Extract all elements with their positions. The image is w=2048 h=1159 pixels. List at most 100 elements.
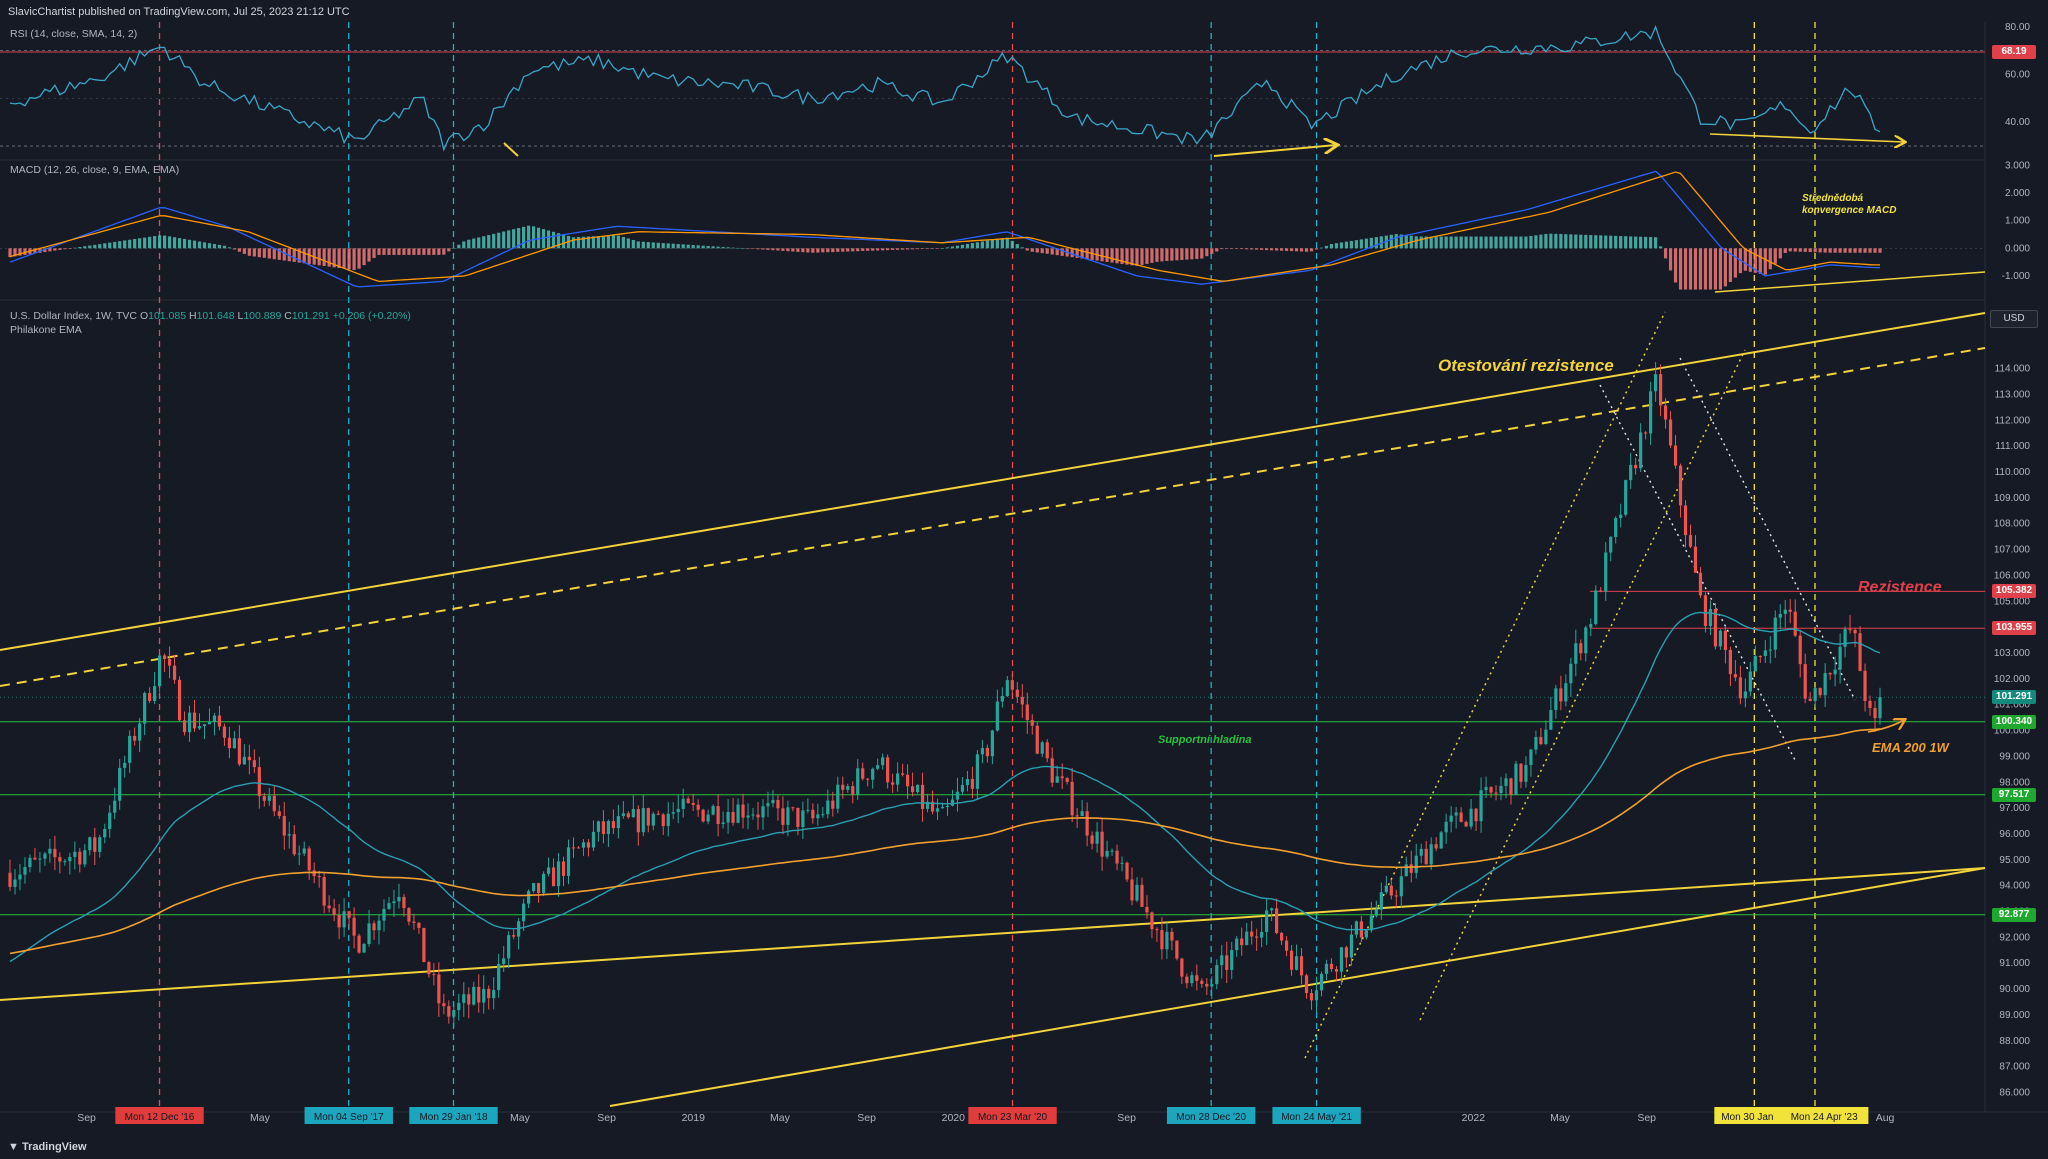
candle-body — [541, 873, 546, 894]
candle-body — [1763, 650, 1767, 657]
macd-histogram-bar — [1444, 236, 1448, 249]
candle — [1733, 660, 1737, 682]
macd-histogram-bar — [1125, 248, 1129, 265]
macd-histogram-bar — [1594, 235, 1598, 249]
macd-histogram-bar — [1509, 236, 1513, 249]
annotation-resistance-test: Otestování rezistence — [1438, 356, 1614, 375]
macd-histogram-bar — [267, 248, 271, 259]
macd-histogram-bar — [1155, 248, 1159, 262]
candle — [1634, 457, 1638, 475]
candle — [1668, 411, 1673, 448]
candle — [1439, 830, 1443, 849]
candle — [38, 851, 42, 873]
macd-histogram-bar — [1713, 248, 1718, 290]
macd-histogram-bar — [950, 246, 955, 249]
candle — [347, 910, 351, 929]
macd-histogram-bar — [437, 248, 441, 255]
candle-body — [901, 773, 905, 775]
macd-histogram-bar — [681, 244, 685, 249]
x-tick-label: Aug — [1876, 1112, 1895, 1124]
candle — [576, 846, 581, 849]
candle-body — [1489, 787, 1493, 793]
macd-histogram-bar — [53, 248, 57, 251]
candle — [143, 691, 147, 736]
candle — [507, 931, 511, 969]
macd-histogram-bar — [736, 247, 740, 249]
macd-histogram-bar — [1289, 248, 1294, 252]
candle — [477, 974, 481, 1013]
candle — [736, 798, 740, 824]
candle-body — [103, 828, 107, 838]
ema-50-line — [9, 611, 1881, 963]
candle — [197, 713, 202, 731]
candle — [1434, 837, 1438, 852]
candle-body — [960, 785, 965, 792]
candle — [1080, 799, 1084, 817]
macd-histogram-bar — [1589, 235, 1593, 249]
macd-histogram-bar — [1619, 236, 1623, 249]
macd-histogram-bar — [317, 248, 321, 266]
macd-histogram-bar — [1564, 234, 1568, 249]
candle — [1584, 625, 1588, 662]
candle — [611, 809, 615, 835]
candle — [417, 921, 421, 934]
price-tag: 101.291 — [1992, 690, 2036, 705]
candle — [1629, 452, 1633, 489]
date-tag-bg — [968, 1107, 1057, 1124]
candle-body — [13, 879, 17, 887]
candle-body — [1713, 608, 1718, 647]
candle-body — [925, 801, 930, 809]
macd-histogram-bar — [432, 248, 436, 255]
macd-histogram-bar — [1379, 236, 1383, 249]
candle — [1678, 463, 1683, 518]
macd-histogram-bar — [422, 248, 426, 255]
macd-histogram-bar — [1035, 248, 1039, 253]
candle-body — [616, 816, 620, 829]
candle-body — [372, 923, 376, 931]
macd-histogram-bar — [1599, 235, 1603, 249]
candle — [1245, 922, 1249, 946]
candle-body — [1045, 742, 1049, 759]
candle — [1504, 773, 1508, 799]
macd-histogram-bar — [1873, 248, 1877, 253]
candle — [1708, 600, 1713, 635]
candle — [1020, 684, 1024, 718]
candle-body — [1828, 673, 1832, 675]
macd-histogram-bar — [1858, 248, 1862, 253]
macd-histogram-bar — [831, 248, 835, 253]
macd-histogram-bar — [1085, 248, 1089, 260]
macd-histogram-bar — [1160, 248, 1164, 262]
macd-histogram-bar — [1170, 248, 1174, 261]
candle — [407, 906, 411, 926]
macd-histogram-bar — [851, 248, 855, 252]
candle — [1768, 635, 1772, 664]
currency-button[interactable]: USD — [1990, 310, 2038, 328]
date-tag-bg — [1166, 1107, 1256, 1124]
macd-histogram-bar — [761, 248, 765, 250]
uptrend-dotted-line-2 — [1419, 349, 1746, 1021]
candle — [1339, 946, 1344, 986]
candle-body — [1474, 808, 1478, 822]
macd-histogram-bar — [1255, 248, 1259, 250]
candle — [402, 893, 406, 917]
macd-histogram-bar — [1584, 234, 1588, 249]
candle-body — [1838, 646, 1842, 670]
macd-histogram-bar — [98, 244, 102, 249]
macd-histogram-bar — [1768, 248, 1772, 270]
candle-body — [1000, 696, 1004, 702]
macd-histogram-bar — [596, 236, 601, 249]
candle-body — [1314, 990, 1319, 1001]
candle-body — [1339, 947, 1344, 972]
macd-histogram-bar — [915, 248, 920, 250]
macd-histogram-bar — [1284, 248, 1289, 251]
candle-body — [287, 834, 291, 836]
macd-histogram-bar — [8, 248, 12, 258]
candle-body — [935, 808, 940, 812]
macd-histogram-bar — [1614, 235, 1618, 249]
candle-body — [237, 738, 241, 765]
macd-histogram-bar — [1150, 248, 1154, 263]
candle-body — [487, 988, 491, 999]
price-tag: 92.877 — [1992, 907, 2036, 922]
macd-histogram-bar — [836, 248, 840, 252]
